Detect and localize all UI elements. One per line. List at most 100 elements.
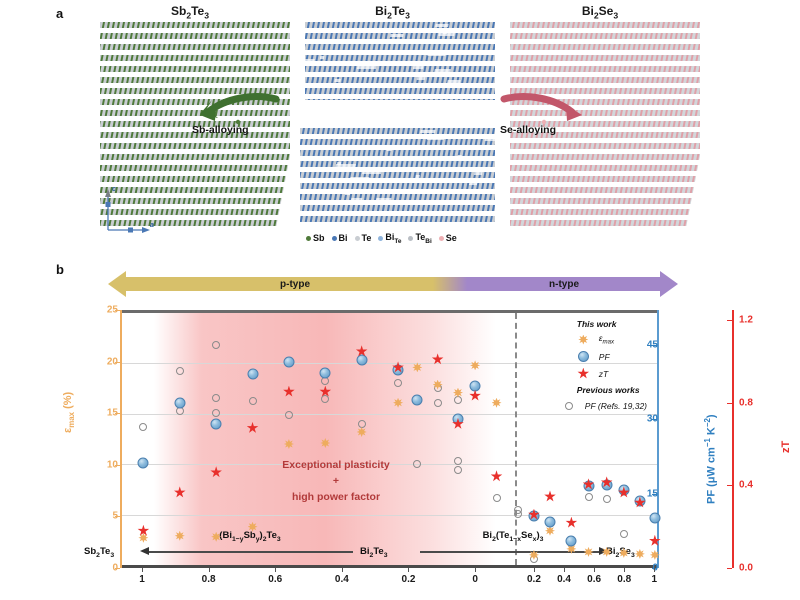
legend-label-te: Te [362,233,372,243]
data-point-prev [493,494,501,502]
panel-b-property-chart: b p-type n-type Exceptional plas [0,258,800,600]
gridline-5 [122,515,657,516]
x-left-0.2: 0.2 [402,574,416,585]
x-tick-mark [594,568,595,572]
lattice-defect [484,138,495,141]
panel-a-letter: a [56,6,63,21]
lattice-defect [417,169,426,172]
x-left-1: 1 [139,574,145,585]
lattice-defect [390,34,404,37]
data-point-pf [545,517,556,528]
data-point-pf [566,535,577,546]
axis-label-c: c [112,186,116,193]
legend-label-sb: Sb [313,233,325,243]
legend-label-eps-max: εmax [599,333,614,346]
tick-mark [652,494,657,495]
data-point-prev [585,493,593,501]
legend-row-pf: PF [577,348,647,365]
sb-atom-icon [306,236,311,241]
lattice-defect [414,175,419,178]
legend-item-te: Te [355,233,372,243]
legend-label-tebi: TeBi [415,232,431,245]
data-point-prev [321,395,329,403]
tick-mark [115,413,120,414]
composition-center: Bi2Te3 [360,546,388,559]
x-left-0.6: 0.6 [268,574,282,585]
pf-axis-label: PF (μW cm−1 K−2) [703,414,718,504]
se-alloying-label: Se-alloying [500,124,556,136]
x-right-0.6: 0.6 [587,574,601,585]
lattice-defect [362,171,382,174]
lattice-defect [333,168,339,171]
lattice-defect [334,79,341,82]
data-point-prev [603,495,611,503]
data-point-pf [470,380,481,391]
sb-alloying-arrow [196,92,282,128]
data-point-eps [635,549,645,559]
data-point-pf [320,368,331,379]
tick-mark [115,310,120,311]
zt-ticks-label-0.8: 0.8 [739,397,753,408]
zt-ticks-label-1.2: 1.2 [739,315,753,326]
tick-mark [115,362,120,363]
lattice-defect [413,66,423,69]
data-point-prev [394,379,402,387]
legend-item-bite: BiTe [378,232,401,245]
composition-left-mid: (Bi1−ySby)2Te3 [219,530,280,543]
data-point-zt [649,535,661,547]
p-n-divider [515,313,517,565]
x-tick-mark [142,568,143,572]
x-tick-mark [342,568,343,572]
annotation-line-2: + [218,473,453,489]
legend-header-this-work: This work [577,319,647,329]
x-tick-mark [654,568,655,572]
carrier-type-arrow-bar: p-type n-type [108,269,678,299]
lattice-defect [417,77,425,80]
legend-row-zt: zT [577,365,647,382]
tick-mark [727,568,732,569]
data-point-pf [247,368,258,379]
tick-mark [115,568,120,569]
data-point-pf [412,395,423,406]
lattice-defect [448,201,458,204]
lattice-defect [357,66,376,69]
lattice-defect [448,80,461,83]
n-type-label: n-type [468,269,660,299]
data-point-prev [285,411,293,419]
zt-axis-line [732,310,734,568]
lattice-defect [386,148,391,151]
x-left-0: 0 [472,574,478,585]
data-point-prev [249,397,257,405]
data-point-prev [454,466,462,474]
crystal-axis-indicator: c a [100,186,156,234]
p-type-label: p-type [126,269,464,299]
legend-header-previous-works: Previous works [577,385,647,395]
x-right-0.4: 0.4 [557,574,571,585]
te-atom-icon [355,236,360,241]
legend-item-sb: Sb [306,233,325,243]
data-point-prev [454,457,462,465]
x-right-1: 1 [652,574,658,585]
legend-label-pf: PF [599,352,610,362]
lattice-defect [471,39,480,42]
legend-item-tebi: TeBi [408,232,431,245]
se-alloying-arrow [500,92,586,128]
legend-label-bite: BiTe [385,232,401,245]
x-tick-mark [275,568,276,572]
lattice-defect [359,30,369,33]
x-tick-mark [209,568,210,572]
tick-mark [727,485,732,486]
zt-axis-label: zT [780,441,792,453]
data-point-pf [211,419,222,430]
lattice-defect [427,137,444,140]
structure-title-bi2se3: Bi2Se3 [510,4,690,20]
data-point-zt [565,517,577,529]
x-tick-mark [534,568,535,572]
lattice-defect [435,24,449,27]
legend-label-previous-pf: PF (Refs. 19,32) [585,401,647,411]
x-left-0.8: 0.8 [202,574,216,585]
structure-title-bi2te3: Bi2Te3 [305,4,480,20]
legend-label-zt: zT [599,369,608,379]
x-tick-mark [564,568,565,572]
legend-row-previous-pf: PF (Refs. 19,32) [563,397,647,414]
